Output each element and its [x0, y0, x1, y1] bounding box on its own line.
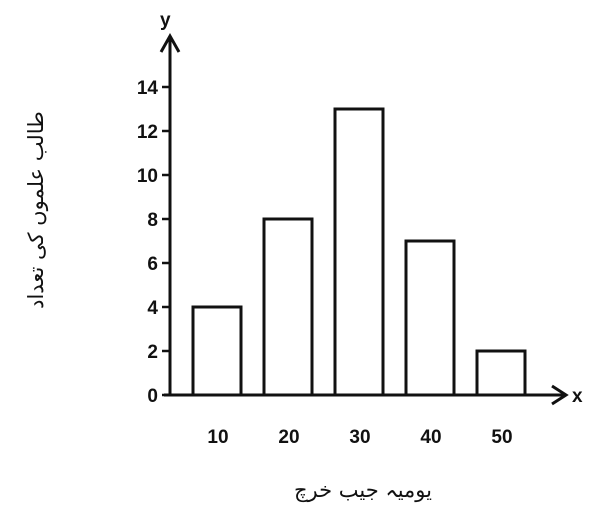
x-tick-label: 40 [420, 427, 441, 448]
bar-30 [333, 107, 385, 397]
bar-20 [262, 217, 314, 397]
x-tick-label: 50 [491, 427, 512, 448]
bar-40 [404, 239, 456, 397]
x-axis-letter: x [572, 386, 583, 407]
bars-group [191, 107, 527, 397]
y-tick-label: 0 [147, 386, 158, 407]
y-tick-label: 8 [147, 210, 158, 231]
y-tick-label: 4 [147, 298, 158, 319]
y-ticks-group: 0 2 4 6 8 10 12 14 [137, 78, 170, 407]
axes-group [159, 32, 569, 406]
y-tick-label: 6 [147, 254, 158, 275]
x-ticks-group: 10 20 30 40 50 [207, 427, 512, 448]
y-tick-label: 12 [137, 122, 158, 143]
x-tick-label: 10 [207, 427, 228, 448]
y-tick-label: 14 [137, 78, 159, 99]
x-tick-label: 20 [278, 427, 299, 448]
x-axis-title: یومیہ جیب خرچ [294, 478, 432, 503]
y-axis-title: طالب علموں کی تعداد [24, 111, 49, 309]
y-axis-letter: y [160, 10, 171, 31]
y-tick-label: 2 [147, 342, 158, 363]
bar-10 [191, 305, 243, 397]
bar-50 [475, 349, 527, 397]
y-axis-arrow [159, 32, 181, 53]
x-axis-arrow [551, 384, 569, 406]
y-tick-label: 10 [137, 166, 158, 187]
x-tick-label: 30 [349, 427, 370, 448]
